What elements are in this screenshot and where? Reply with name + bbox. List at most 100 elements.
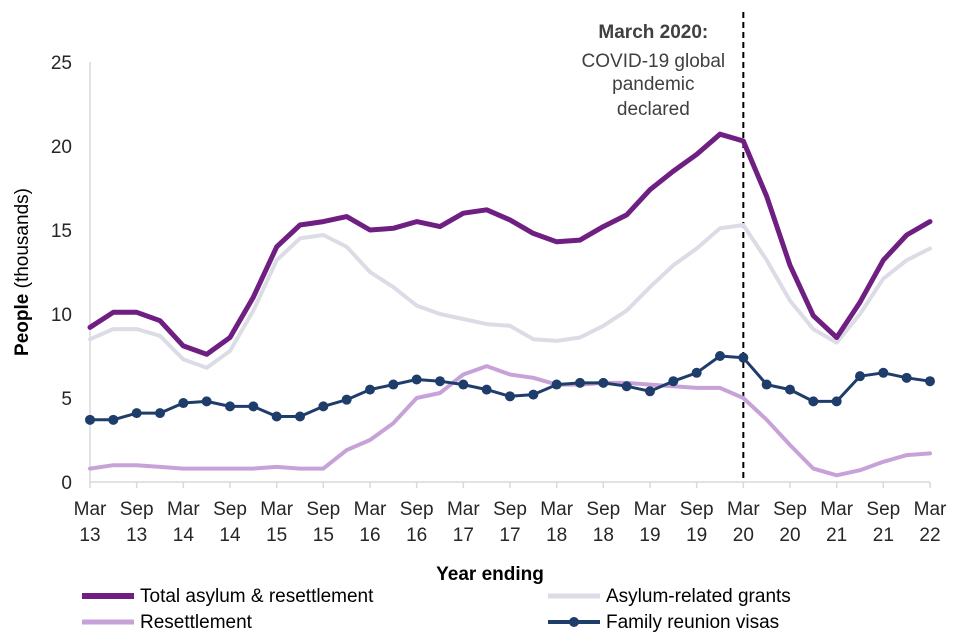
pandemic-annotation: March 2020: COVID-19 global pandemic dec… [582,12,745,482]
series-asylum-related-grants [88,223,932,370]
y-axis-title-rest: (thousands) [12,188,33,294]
x-tick-year: 16 [359,525,380,546]
data-point [505,391,515,402]
data-point [458,379,469,390]
data-point [855,371,865,382]
y-tick-label: 15 [51,221,72,242]
data-point [925,376,935,387]
x-tick-label: Mar 13 [74,499,107,546]
data-point [295,411,305,422]
legend-item: Resettlement [82,612,253,633]
x-tick-year: 17 [499,525,520,546]
series-total-asylum-resettlement [87,131,933,357]
data-point [645,386,655,397]
y-tick-label: 10 [51,305,72,326]
data-point [691,367,702,378]
x-tick-label: Sep 17 [493,499,527,546]
x-tick-label: Sep 13 [120,499,154,546]
series-line [88,354,932,422]
x-tick-month: Sep [866,499,900,520]
x-tick-year: 19 [639,525,660,546]
data-point [435,376,445,387]
annotation-line-2: pandemic [612,74,694,95]
x-tick-year: 14 [173,525,195,546]
y-tick-label: 5 [61,389,72,410]
x-tick-year: 21 [826,525,847,546]
legend: Total asylum & resettlement Asylum-relate… [82,586,791,633]
x-tick-label: Sep 21 [866,499,900,546]
data-point [621,381,632,392]
x-tick-year: 21 [873,525,894,546]
data-point [341,394,352,405]
x-tick-month: Mar [354,499,387,520]
data-point [598,377,609,388]
x-tick-year: 13 [79,525,100,546]
annotation-line-3: declared [617,99,690,120]
x-tick-month: Sep [120,499,154,520]
data-point [131,408,142,419]
x-tick-label: Sep 16 [400,499,434,546]
data-point [155,408,165,419]
data-point [575,377,585,388]
data-point [831,396,842,407]
x-tick-year: 17 [453,525,474,546]
data-point [178,398,189,409]
x-tick-year: 19 [686,525,707,546]
x-tick-label: Mar 20 [727,499,760,546]
x-tick-year: 18 [593,525,614,546]
x-tick-label: Mar 21 [820,499,853,546]
x-tick-label: Sep 15 [306,499,340,546]
y-tick-label: 0 [61,473,72,494]
x-tick-label: Mar 19 [634,499,667,546]
data-point [201,396,212,407]
x-tick-year: 13 [126,525,147,546]
series-family-reunion-visas [85,351,935,425]
x-tick-label: Mar 17 [447,499,480,546]
series-line [88,223,932,370]
x-tick-month: Mar [634,499,667,520]
x-tick-month: Mar [167,499,200,520]
data-point [271,411,282,422]
legend-label: Asylum-related grants [606,586,791,607]
data-point [551,379,562,390]
data-point [411,374,422,385]
axes: 0 5 10 15 20 25 Mar 13 Sep 13 Mar 14 Sep 14 Mar 15 Sep 1… [51,53,947,546]
data-point [738,352,749,363]
data-point [388,379,399,390]
data-point [528,389,539,400]
y-tick-labels: 0 5 10 15 20 25 [51,53,72,494]
x-tick-month: Sep [306,499,340,520]
x-tick-year: 15 [313,525,334,546]
annotation-title: March 2020: [598,22,708,43]
x-tick-label: Mar 14 [167,499,200,546]
x-tick-year: 20 [779,525,800,546]
data-point [85,414,95,425]
data-point [761,379,772,390]
data-point [901,372,912,383]
x-tick-year: 16 [406,525,427,546]
x-tick-label: Mar 18 [540,499,573,546]
x-tick-month: Mar [260,499,293,520]
x-tick-year: 14 [219,525,241,546]
x-tick-month: Sep [773,499,807,520]
x-tick-label: Sep 18 [586,499,620,546]
x-tick-month: Mar [540,499,573,520]
x-tick-month: Mar [727,499,760,520]
legend-label: Resettlement [140,612,253,633]
data-point [481,384,492,395]
x-tick-month: Sep [586,499,620,520]
series-line [87,131,933,357]
x-tick-label: Sep 14 [213,499,247,546]
y-axis-title: People (thousands) [12,188,33,356]
y-tick-label: 25 [51,53,72,74]
legend-item: Family reunion visas [548,612,779,633]
x-tick-month: Sep [400,499,434,520]
series-layer [85,131,935,478]
data-point [365,384,375,395]
x-tick-month: Sep [680,499,714,520]
legend-label: Family reunion visas [606,612,779,633]
series-resettlement [88,364,932,478]
y-axis-title-bold: People [12,294,33,356]
x-tick-month: Mar [74,499,107,520]
x-tick-month: Sep [213,499,247,520]
